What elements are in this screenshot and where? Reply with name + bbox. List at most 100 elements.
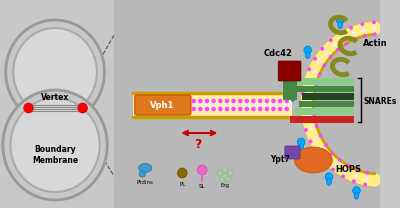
FancyBboxPatch shape	[145, 103, 147, 108]
Circle shape	[312, 114, 316, 118]
FancyBboxPatch shape	[114, 0, 380, 208]
FancyBboxPatch shape	[164, 103, 167, 108]
Circle shape	[192, 107, 196, 111]
Circle shape	[322, 63, 326, 67]
Circle shape	[324, 51, 328, 55]
FancyBboxPatch shape	[297, 86, 354, 92]
Circle shape	[312, 70, 316, 74]
Circle shape	[341, 36, 346, 41]
FancyBboxPatch shape	[135, 103, 138, 108]
Circle shape	[312, 93, 316, 97]
Circle shape	[372, 26, 376, 30]
Circle shape	[265, 99, 269, 103]
Circle shape	[301, 116, 305, 120]
Circle shape	[284, 107, 289, 111]
Circle shape	[314, 136, 318, 141]
FancyBboxPatch shape	[278, 61, 301, 81]
Ellipse shape	[294, 147, 332, 173]
Circle shape	[178, 107, 182, 111]
Circle shape	[198, 99, 202, 103]
Text: PL: PL	[179, 182, 186, 187]
Circle shape	[284, 99, 289, 103]
Text: Erg: Erg	[220, 183, 230, 188]
FancyBboxPatch shape	[133, 94, 292, 116]
Circle shape	[178, 99, 182, 103]
Circle shape	[225, 107, 229, 111]
Circle shape	[325, 173, 333, 181]
Circle shape	[13, 28, 97, 116]
Circle shape	[362, 28, 366, 32]
Circle shape	[278, 99, 282, 103]
FancyBboxPatch shape	[214, 103, 216, 108]
Circle shape	[138, 107, 143, 111]
Circle shape	[265, 107, 269, 111]
FancyBboxPatch shape	[160, 103, 162, 108]
Circle shape	[245, 107, 249, 111]
Circle shape	[301, 91, 304, 95]
Ellipse shape	[305, 52, 310, 59]
Circle shape	[3, 90, 107, 200]
Text: Vertex: Vertex	[41, 93, 69, 102]
Circle shape	[6, 20, 104, 124]
Circle shape	[145, 107, 149, 111]
FancyBboxPatch shape	[135, 95, 191, 115]
Circle shape	[372, 20, 376, 24]
FancyBboxPatch shape	[288, 103, 290, 108]
Circle shape	[331, 168, 335, 172]
Circle shape	[338, 158, 342, 162]
FancyBboxPatch shape	[150, 103, 152, 108]
Circle shape	[212, 107, 216, 111]
Circle shape	[352, 179, 356, 183]
FancyBboxPatch shape	[199, 103, 202, 108]
Text: ?: ?	[194, 139, 201, 151]
Circle shape	[227, 170, 233, 176]
Text: SL: SL	[199, 183, 206, 188]
Circle shape	[145, 99, 149, 103]
Circle shape	[353, 37, 357, 41]
Circle shape	[336, 16, 344, 24]
Circle shape	[218, 99, 222, 103]
Circle shape	[334, 163, 339, 167]
Circle shape	[306, 92, 310, 96]
Circle shape	[271, 107, 276, 111]
Circle shape	[351, 31, 355, 36]
Circle shape	[319, 146, 323, 151]
Circle shape	[304, 128, 308, 132]
Circle shape	[309, 139, 312, 143]
Circle shape	[322, 160, 326, 163]
Circle shape	[344, 42, 348, 46]
Circle shape	[306, 115, 311, 119]
Circle shape	[329, 55, 332, 59]
FancyBboxPatch shape	[295, 108, 354, 115]
Circle shape	[315, 150, 318, 154]
Text: HOPS: HOPS	[335, 166, 361, 175]
FancyBboxPatch shape	[204, 103, 207, 108]
Circle shape	[158, 99, 163, 103]
Circle shape	[366, 171, 369, 175]
Circle shape	[332, 43, 336, 47]
Circle shape	[24, 103, 33, 113]
FancyBboxPatch shape	[219, 103, 222, 108]
Circle shape	[198, 165, 207, 175]
Circle shape	[373, 32, 377, 36]
Circle shape	[152, 107, 156, 111]
Circle shape	[271, 99, 276, 103]
FancyBboxPatch shape	[234, 103, 236, 108]
Text: SNAREs: SNAREs	[364, 97, 397, 105]
Circle shape	[320, 47, 324, 51]
Ellipse shape	[327, 178, 331, 185]
FancyBboxPatch shape	[248, 103, 251, 108]
Circle shape	[205, 107, 209, 111]
FancyBboxPatch shape	[273, 103, 276, 108]
Circle shape	[319, 134, 322, 138]
Circle shape	[346, 164, 350, 168]
Circle shape	[303, 79, 307, 83]
Circle shape	[78, 103, 87, 113]
Circle shape	[344, 169, 348, 173]
Circle shape	[353, 187, 360, 195]
Circle shape	[329, 38, 333, 42]
Ellipse shape	[299, 144, 304, 151]
FancyBboxPatch shape	[302, 93, 354, 100]
FancyBboxPatch shape	[189, 103, 192, 108]
FancyBboxPatch shape	[169, 103, 172, 108]
